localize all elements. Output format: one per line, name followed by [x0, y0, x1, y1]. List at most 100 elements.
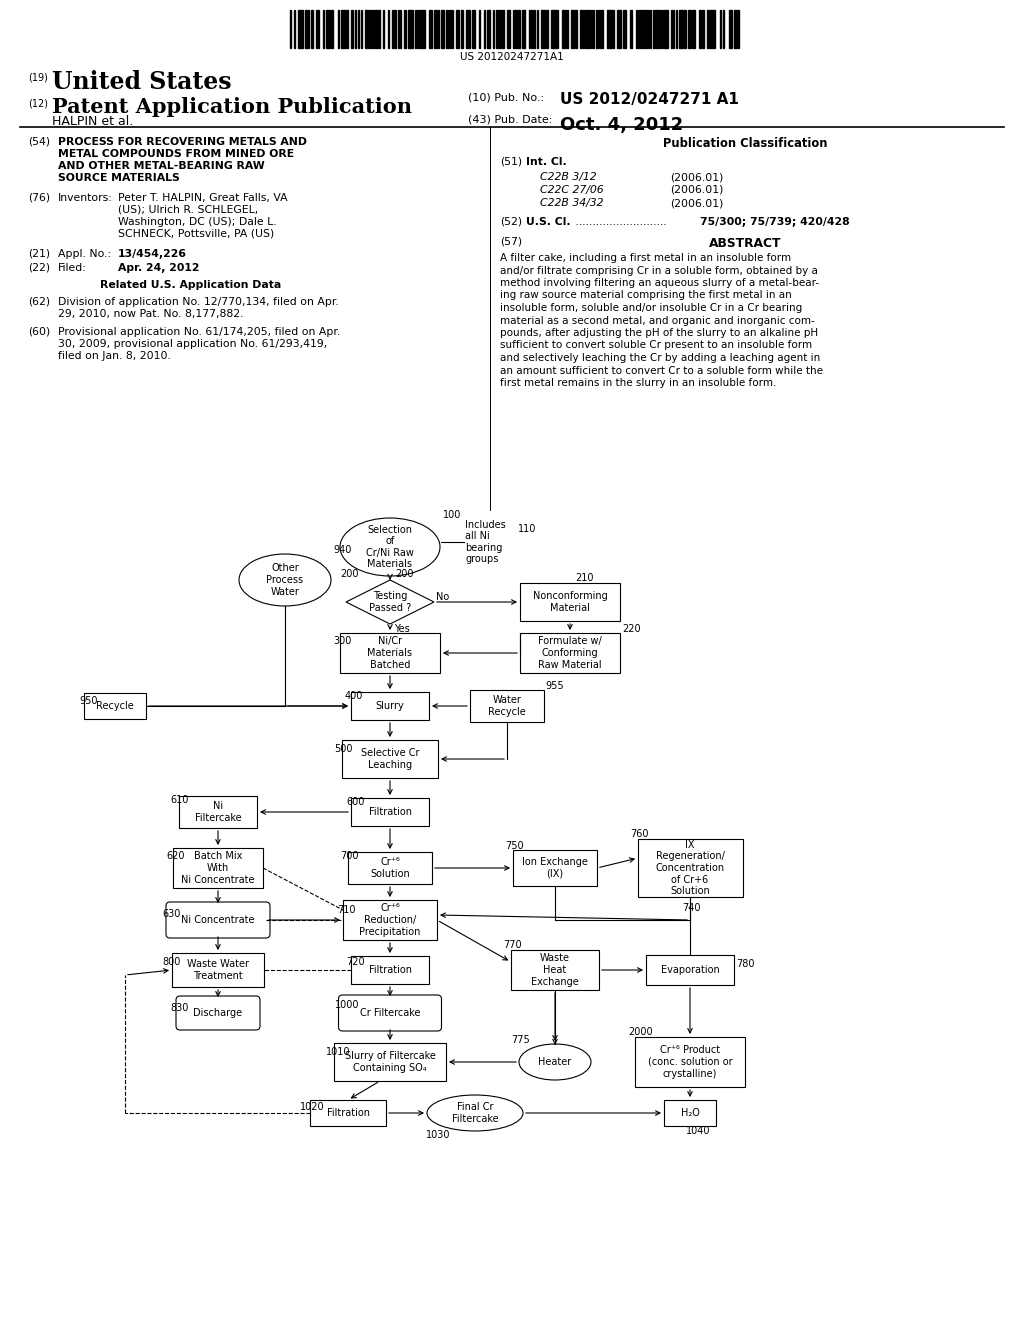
Bar	[679, 11, 683, 48]
Bar	[688, 11, 691, 48]
Text: 780: 780	[736, 960, 755, 969]
Text: first metal remains in the slurry in an insoluble form.: first metal remains in the slurry in an …	[500, 378, 776, 388]
Bar	[702, 11, 705, 48]
Bar	[684, 11, 686, 48]
Text: Selective Cr
Leaching: Selective Cr Leaching	[360, 748, 419, 770]
Bar	[575, 11, 577, 48]
Text: 2000: 2000	[628, 1027, 652, 1038]
Text: Filtration: Filtration	[369, 807, 412, 817]
Text: 220: 220	[622, 624, 641, 634]
Text: an amount sufficient to convert Cr to a soluble form while the: an amount sufficient to convert Cr to a …	[500, 366, 823, 375]
Bar	[179, 796, 257, 828]
Text: Publication Classification: Publication Classification	[663, 137, 827, 150]
Bar	[343, 900, 437, 940]
Bar	[417, 11, 419, 48]
Text: (57): (57)	[500, 238, 522, 247]
Bar	[369, 11, 371, 48]
Text: 1020: 1020	[300, 1102, 325, 1111]
Text: filed on Jan. 8, 2010.: filed on Jan. 8, 2010.	[58, 351, 171, 360]
Text: 29, 2010, now Pat. No. 8,177,882.: 29, 2010, now Pat. No. 8,177,882.	[58, 309, 244, 319]
Bar	[520, 583, 620, 620]
Bar	[470, 690, 544, 722]
Bar	[607, 11, 612, 48]
Bar	[342, 741, 438, 777]
Text: Peter T. HALPIN, Great Falls, VA: Peter T. HALPIN, Great Falls, VA	[118, 193, 288, 203]
Bar	[466, 11, 470, 48]
Bar	[404, 11, 406, 48]
Bar	[562, 11, 566, 48]
Text: 1030: 1030	[426, 1130, 451, 1140]
Text: (43) Pub. Date:: (43) Pub. Date:	[468, 115, 552, 125]
Bar	[522, 11, 525, 48]
Bar	[710, 11, 715, 48]
Text: Patent Application Publication: Patent Application Publication	[52, 96, 412, 117]
Text: material as a second metal, and organic and inorganic com-: material as a second metal, and organic …	[500, 315, 815, 326]
Text: Water
Recycle: Water Recycle	[488, 696, 526, 717]
Bar	[311, 11, 313, 48]
Text: (12): (12)	[28, 98, 48, 108]
Bar	[173, 847, 263, 888]
Bar	[372, 11, 374, 48]
Bar	[630, 11, 632, 48]
Text: United States: United States	[52, 70, 231, 94]
Text: 13/454,226: 13/454,226	[118, 249, 187, 259]
Text: 700: 700	[340, 851, 358, 861]
Text: 300: 300	[333, 636, 351, 645]
Text: 30, 2009, provisional application No. 61/293,419,: 30, 2009, provisional application No. 61…	[58, 339, 328, 348]
Bar	[348, 851, 432, 884]
Text: Filtration: Filtration	[327, 1107, 370, 1118]
Bar	[472, 11, 475, 48]
Bar	[340, 634, 440, 673]
Text: 210: 210	[575, 573, 594, 583]
Text: 620: 620	[166, 851, 184, 861]
Bar	[617, 11, 621, 48]
Bar	[429, 11, 432, 48]
Text: 760: 760	[630, 829, 648, 840]
Bar	[585, 11, 588, 48]
Text: 500: 500	[334, 744, 352, 754]
Text: 955: 955	[545, 681, 563, 690]
Text: C22B 34/32: C22B 34/32	[540, 198, 603, 209]
Bar	[408, 11, 413, 48]
Text: 1040: 1040	[686, 1126, 711, 1137]
Text: (2006.01): (2006.01)	[670, 185, 723, 195]
Bar	[520, 634, 620, 673]
Bar	[394, 11, 396, 48]
Text: US 2012/0247271 A1: US 2012/0247271 A1	[560, 92, 739, 107]
Text: Ion Exchange
(IX): Ion Exchange (IX)	[522, 857, 588, 879]
Text: (19): (19)	[28, 73, 48, 82]
Bar	[305, 11, 307, 48]
Bar	[571, 11, 574, 48]
Text: pounds, after adjusting the pH of the slurry to an alkaline pH: pounds, after adjusting the pH of the sl…	[500, 327, 818, 338]
Bar	[378, 11, 380, 48]
Text: 110: 110	[518, 524, 537, 535]
Text: and/or filtrate comprising Cr in a soluble form, obtained by a: and/or filtrate comprising Cr in a solub…	[500, 265, 818, 276]
Text: Evaporation: Evaporation	[660, 965, 720, 975]
Text: sufficient to convert soluble Cr present to an insoluble form: sufficient to convert soluble Cr present…	[500, 341, 812, 351]
Text: PROCESS FOR RECOVERING METALS AND: PROCESS FOR RECOVERING METALS AND	[58, 137, 307, 147]
Bar	[298, 11, 303, 48]
Text: Recycle: Recycle	[96, 701, 134, 711]
Text: 630: 630	[162, 909, 180, 919]
Text: (54): (54)	[28, 137, 50, 147]
Bar	[734, 11, 737, 48]
Bar	[664, 11, 668, 48]
Bar	[351, 11, 353, 48]
Text: ABSTRACT: ABSTRACT	[709, 238, 781, 249]
Bar	[346, 11, 348, 48]
Text: insoluble form, soluble and/or insoluble Cr in a Cr bearing: insoluble form, soluble and/or insoluble…	[500, 304, 802, 313]
Text: Formulate w/
Conforming
Raw Material: Formulate w/ Conforming Raw Material	[539, 636, 602, 669]
Text: (52): (52)	[500, 216, 522, 227]
Text: HALPIN et al.: HALPIN et al.	[52, 115, 133, 128]
Bar	[502, 11, 504, 48]
Text: method involving filtering an aqueous slurry of a metal-bear-: method involving filtering an aqueous sl…	[500, 279, 819, 288]
Text: SOURCE MATERIALS: SOURCE MATERIALS	[58, 173, 180, 183]
Text: (62): (62)	[28, 297, 50, 308]
Text: Apr. 24, 2012: Apr. 24, 2012	[118, 263, 200, 273]
Text: 800: 800	[162, 957, 180, 968]
Bar	[351, 799, 429, 826]
Text: (22): (22)	[28, 263, 50, 273]
Text: Batch Mix
With
Ni Concentrate: Batch Mix With Ni Concentrate	[181, 851, 255, 884]
Text: 1000: 1000	[335, 1001, 359, 1010]
Text: Nonconforming
Material: Nonconforming Material	[532, 591, 607, 612]
